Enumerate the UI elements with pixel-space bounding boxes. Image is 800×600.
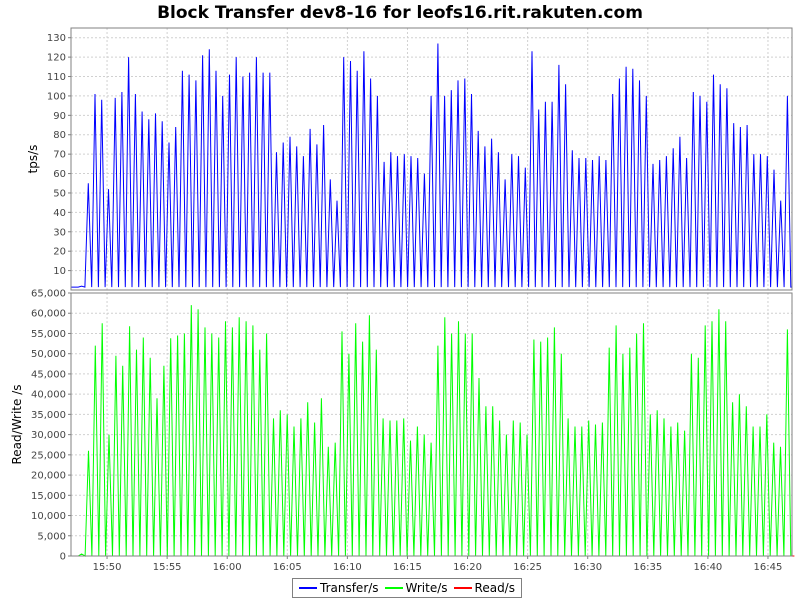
y-tick-label: 110 [47,72,66,83]
y-tick-label: 60,000 [31,309,66,320]
plot-frame-2 [70,292,793,557]
y-tick-label: 50 [53,188,66,199]
x-tick-label: 15:50 [93,562,122,573]
y-tick-label: 120 [47,53,66,64]
y-tick-label: 10,000 [31,511,66,522]
legend-swatch [453,587,472,589]
y-tick-label: 10 [53,266,66,277]
y-tick-label: 30 [53,227,66,238]
y-tick-label: 55,000 [31,329,66,340]
y-tick-label: 35,000 [31,410,66,421]
y-tick-label: 0 [60,552,66,563]
x-tick-label: 16:15 [393,562,422,573]
plot-frame-1 [70,27,793,291]
y-tick-label: 100 [47,91,66,102]
series-line-transfer-s [71,43,792,288]
legend: Transfer/s Write/s Read/s [292,578,522,598]
x-tick-label: 16:20 [453,562,482,573]
y-tick-label: 30,000 [31,430,66,441]
x-tick-label: 16:45 [754,562,783,573]
legend-label: Transfer/s [320,581,379,595]
y-tick-label: 45,000 [31,369,66,380]
y-tick-label: 90 [53,111,66,122]
y-tick-label: 40 [53,208,66,219]
y-tick-label: 65,000 [31,289,66,300]
legend-item: Read/s [453,581,515,595]
x-tick-label: 16:40 [693,562,722,573]
legend-item: Write/s [384,581,448,595]
legend-item: Transfer/s [299,581,379,595]
legend-label: Write/s [405,581,448,595]
x-tick-label: 16:05 [273,562,302,573]
y-axis-label: Read/Write /s [10,385,24,465]
y-tick-label: 5,000 [37,531,66,542]
y-tick-label: 40,000 [31,390,66,401]
y-tick-label: 60 [53,169,66,180]
legend-swatch [299,587,317,589]
y-tick-label: 20,000 [31,471,66,482]
y-tick-label: 50,000 [31,349,66,360]
y-tick-label: 80 [53,130,66,141]
legend-swatch [384,587,403,589]
legend-label: Read/s [474,581,515,595]
y-tick-label: 15,000 [31,491,66,502]
y-tick-label: 130 [47,33,66,44]
y-tick-label: 20 [53,247,66,258]
x-tick-label: 16:30 [573,562,602,573]
chart-title: Block Transfer dev8-16 for leofs16.rit.r… [157,3,643,23]
plot-area-1 [71,28,792,290]
x-tick-label: 16:25 [513,562,542,573]
y-axis-label: tps/s [26,145,40,174]
y-tick-label: 25,000 [31,450,66,461]
x-tick-label: 16:10 [333,562,362,573]
x-tick-label: 16:00 [213,562,242,573]
x-tick-label: 15:55 [153,562,182,573]
y-tick-label: 70 [53,150,66,161]
x-tick-label: 16:35 [633,562,662,573]
